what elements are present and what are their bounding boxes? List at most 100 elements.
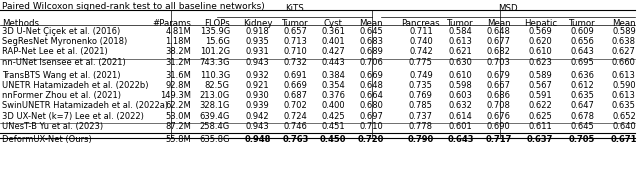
Text: 0.942: 0.942 bbox=[246, 112, 269, 121]
Text: 0.643: 0.643 bbox=[570, 47, 594, 56]
Text: TransBTS Wang et al. (2021): TransBTS Wang et al. (2021) bbox=[2, 71, 120, 80]
Text: 0.567: 0.567 bbox=[529, 81, 552, 90]
Text: 639.4G: 639.4G bbox=[200, 112, 230, 121]
Text: 0.635: 0.635 bbox=[570, 91, 594, 100]
Text: 0.427: 0.427 bbox=[321, 47, 345, 56]
Text: 0.921: 0.921 bbox=[246, 81, 269, 90]
Text: 328.1G: 328.1G bbox=[200, 101, 230, 110]
Text: 0.724: 0.724 bbox=[284, 112, 307, 121]
Text: 0.425: 0.425 bbox=[321, 112, 345, 121]
Text: 0.717: 0.717 bbox=[485, 135, 512, 144]
Text: 0.677: 0.677 bbox=[486, 37, 511, 46]
Text: 0.785: 0.785 bbox=[409, 101, 433, 110]
Text: 0.623: 0.623 bbox=[529, 58, 552, 67]
Text: 0.746: 0.746 bbox=[284, 122, 307, 131]
Text: 0.613: 0.613 bbox=[612, 71, 636, 80]
Text: 0.687: 0.687 bbox=[284, 91, 308, 100]
Text: 0.376: 0.376 bbox=[321, 91, 346, 100]
Text: 0.935: 0.935 bbox=[246, 37, 269, 46]
Text: 62.2M: 62.2M bbox=[165, 101, 191, 110]
Text: 0.708: 0.708 bbox=[486, 101, 511, 110]
Text: 135.9G: 135.9G bbox=[200, 27, 230, 36]
Text: 0.749: 0.749 bbox=[409, 71, 433, 80]
Text: 0.450: 0.450 bbox=[320, 135, 347, 144]
Text: 0.689: 0.689 bbox=[359, 47, 383, 56]
Text: 0.711: 0.711 bbox=[409, 27, 433, 36]
Text: Pancreas: Pancreas bbox=[401, 19, 440, 28]
Text: 0.635: 0.635 bbox=[612, 101, 636, 110]
Text: 0.660: 0.660 bbox=[612, 58, 636, 67]
Text: 0.613: 0.613 bbox=[612, 91, 636, 100]
Text: 0.401: 0.401 bbox=[321, 37, 345, 46]
Text: Tumor: Tumor bbox=[569, 19, 595, 28]
Text: 0.769: 0.769 bbox=[409, 91, 433, 100]
Text: 55.8M: 55.8M bbox=[165, 135, 191, 144]
Text: 0.640: 0.640 bbox=[612, 122, 636, 131]
Text: 0.775: 0.775 bbox=[409, 58, 433, 67]
Text: 0.443: 0.443 bbox=[321, 58, 345, 67]
Text: Mean: Mean bbox=[486, 19, 510, 28]
Text: Paired Wilcoxon signed-rank test to all baseline networks): Paired Wilcoxon signed-rank test to all … bbox=[2, 2, 265, 11]
Text: 0.610: 0.610 bbox=[449, 71, 472, 80]
Text: 0.611: 0.611 bbox=[529, 122, 552, 131]
Text: 3D U-Net Çiçek et al. (2016): 3D U-Net Çiçek et al. (2016) bbox=[2, 27, 120, 36]
Text: 0.603: 0.603 bbox=[449, 91, 473, 100]
Text: 0.361: 0.361 bbox=[321, 27, 345, 36]
Text: 0.676: 0.676 bbox=[486, 112, 511, 121]
Text: 53.0M: 53.0M bbox=[165, 112, 191, 121]
Text: 82.5G: 82.5G bbox=[205, 81, 230, 90]
Text: KiTS: KiTS bbox=[285, 4, 304, 13]
Text: 87.2M: 87.2M bbox=[165, 122, 191, 131]
Text: Methods: Methods bbox=[2, 19, 39, 28]
Text: 0.690: 0.690 bbox=[486, 122, 510, 131]
Text: 0.710: 0.710 bbox=[284, 47, 307, 56]
Text: 0.742: 0.742 bbox=[409, 47, 433, 56]
Text: 0.918: 0.918 bbox=[246, 27, 269, 36]
Text: 0.735: 0.735 bbox=[409, 81, 433, 90]
Text: RAP-Net Lee et al. (2021): RAP-Net Lee et al. (2021) bbox=[2, 47, 108, 56]
Text: 0.678: 0.678 bbox=[570, 112, 594, 121]
Text: 0.695: 0.695 bbox=[570, 58, 594, 67]
Text: 0.354: 0.354 bbox=[321, 81, 345, 90]
Text: 0.703: 0.703 bbox=[486, 58, 511, 67]
Text: 0.713: 0.713 bbox=[284, 37, 307, 46]
Text: 0.400: 0.400 bbox=[321, 101, 345, 110]
Text: 0.648: 0.648 bbox=[486, 27, 511, 36]
Text: 0.451: 0.451 bbox=[321, 122, 345, 131]
Text: Mean: Mean bbox=[359, 19, 383, 28]
Text: 0.720: 0.720 bbox=[358, 135, 385, 144]
Text: 149.3M: 149.3M bbox=[160, 91, 191, 100]
Text: 31.2M: 31.2M bbox=[165, 58, 191, 67]
Text: 0.590: 0.590 bbox=[612, 81, 636, 90]
Text: 0.632: 0.632 bbox=[449, 101, 473, 110]
Text: 0.656: 0.656 bbox=[570, 37, 594, 46]
Text: 0.732: 0.732 bbox=[284, 58, 307, 67]
Text: 1.18M: 1.18M bbox=[165, 37, 191, 46]
Text: 0.384: 0.384 bbox=[321, 71, 345, 80]
Text: 0.643: 0.643 bbox=[447, 135, 474, 144]
Text: 0.697: 0.697 bbox=[359, 112, 383, 121]
Text: 0.778: 0.778 bbox=[409, 122, 433, 131]
Text: 3D UX-Net (k=7) Lee et al. (2022): 3D UX-Net (k=7) Lee et al. (2022) bbox=[2, 112, 144, 121]
Text: 15.6G: 15.6G bbox=[205, 37, 230, 46]
Text: 0.622: 0.622 bbox=[529, 101, 552, 110]
Text: 0.948: 0.948 bbox=[244, 135, 271, 144]
Text: 0.702: 0.702 bbox=[284, 101, 307, 110]
Text: 258.4G: 258.4G bbox=[200, 122, 230, 131]
Text: 0.601: 0.601 bbox=[449, 122, 472, 131]
Text: 0.638: 0.638 bbox=[612, 37, 636, 46]
Text: 31.6M: 31.6M bbox=[165, 71, 191, 80]
Text: 0.790: 0.790 bbox=[408, 135, 434, 144]
Text: 0.614: 0.614 bbox=[449, 112, 472, 121]
Text: 0.648: 0.648 bbox=[359, 81, 383, 90]
Text: 0.620: 0.620 bbox=[529, 37, 552, 46]
Text: 110.3G: 110.3G bbox=[200, 71, 230, 80]
Text: 0.763: 0.763 bbox=[282, 135, 308, 144]
Text: Hepatic: Hepatic bbox=[524, 19, 557, 28]
Text: 0.610: 0.610 bbox=[529, 47, 552, 56]
Text: 0.598: 0.598 bbox=[449, 81, 472, 90]
Text: 0.627: 0.627 bbox=[612, 47, 636, 56]
Text: 4.81M: 4.81M bbox=[165, 27, 191, 36]
Text: 0.647: 0.647 bbox=[570, 101, 594, 110]
Text: 0.671: 0.671 bbox=[611, 135, 637, 144]
